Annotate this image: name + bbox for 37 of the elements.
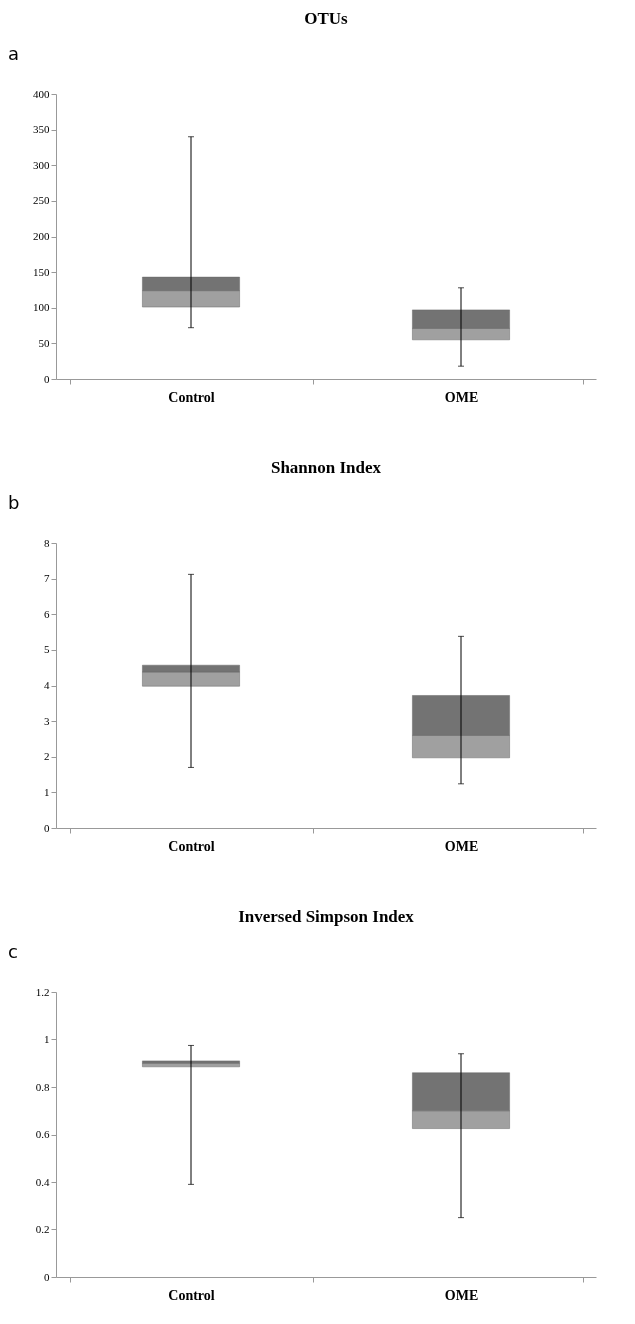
x-tick-label: OME	[444, 1287, 479, 1303]
y-tick-label: 0.2	[35, 1223, 50, 1235]
y-tick-label: 7	[44, 572, 50, 585]
y-tick-label: 2	[44, 750, 50, 763]
text: b	[8, 492, 20, 513]
x-tick-label: Control	[168, 389, 215, 405]
y-tick-label: 1	[44, 785, 50, 798]
y-tick-label: 100	[33, 301, 50, 314]
chart-title: OTUs	[304, 9, 349, 28]
y-tick-label: 50	[38, 336, 50, 349]
y-tick-label: 250	[33, 194, 50, 207]
y-tick-label: 8	[44, 536, 50, 549]
y-tick-label: 6	[44, 607, 50, 620]
x-tick-label: Control	[168, 838, 215, 854]
x-tick-label: OME	[444, 389, 479, 405]
y-tick-label: 1.2	[35, 985, 50, 998]
y-tick-label: 150	[33, 265, 50, 278]
y-tick-label: 300	[33, 158, 50, 171]
y-tick-label: 4	[44, 679, 50, 691]
y-tick-label: 0	[44, 1270, 50, 1283]
y-tick-label: 200	[33, 230, 50, 242]
text: c	[8, 941, 18, 962]
x-tick-label: OME	[444, 838, 479, 854]
y-tick-label: 0.8	[35, 1080, 50, 1093]
y-tick-label: 0	[44, 372, 50, 385]
y-tick-label: 0.4	[35, 1175, 50, 1188]
y-tick-label: 350	[33, 123, 50, 136]
y-tick-label: 400	[33, 87, 50, 100]
y-tick-label: 5	[44, 643, 50, 656]
y-tick-label: 3	[44, 714, 50, 727]
text: a	[8, 43, 20, 64]
chart-title: Shannon Index	[270, 458, 382, 477]
y-tick-label: 0.6	[35, 1128, 50, 1140]
x-tick-label: Control	[168, 1287, 215, 1303]
chart-title: Inversed Simpson Index	[238, 907, 415, 926]
y-tick-label: 1	[44, 1033, 50, 1045]
y-tick-label: 0	[44, 821, 50, 834]
